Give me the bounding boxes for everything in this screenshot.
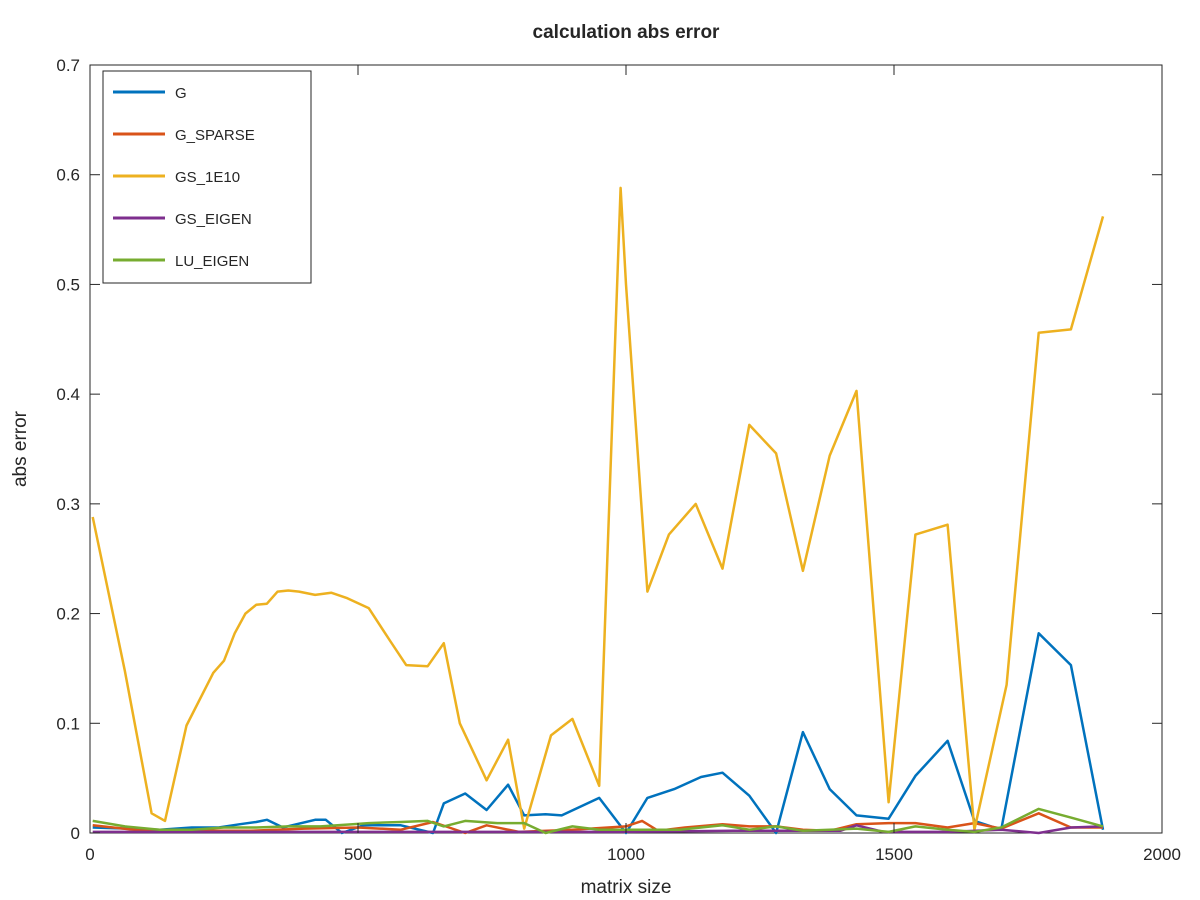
- y-tick-label: 0.7: [56, 56, 80, 75]
- legend-label: G: [175, 85, 187, 102]
- chart-title: calculation abs error: [533, 22, 721, 43]
- y-tick-label: 0.5: [56, 275, 80, 294]
- series-line-g: [92, 632, 1105, 835]
- series-line-gs-1e10: [91, 186, 1105, 831]
- tick-layer: 0 500 1000 1500 2000 0 0.1 0.2 0.3 0.4 0.5 0.6 0.7: [56, 56, 1181, 864]
- y-tick-label: 0.2: [56, 605, 80, 624]
- y-tick-label: 0: [71, 824, 80, 843]
- y-tick-label: 0.3: [56, 495, 80, 514]
- x-tick-label: 1000: [607, 845, 645, 864]
- legend-label: GS_1E10: [175, 169, 240, 186]
- legend-label: GS_EIGEN: [175, 211, 252, 228]
- x-tick-label: 500: [344, 845, 372, 864]
- legend-label: G_SPARSE: [175, 127, 255, 144]
- y-tick-label: 0.1: [56, 714, 80, 733]
- x-axis-label: matrix size: [581, 877, 672, 898]
- y-tick-label: 0.6: [56, 166, 80, 185]
- x-tick-label: 2000: [1143, 845, 1181, 864]
- legend-label: LU_EIGEN: [175, 253, 249, 270]
- x-tick-label: 0: [85, 845, 94, 864]
- y-axis-label: abs error: [10, 410, 31, 487]
- series-layer: [91, 186, 1105, 835]
- legend: G G_SPARSE GS_1E10 GS_EIGEN LU_EIGEN: [102, 70, 312, 284]
- x-tick-label: 1500: [875, 845, 913, 864]
- y-tick-label: 0.4: [56, 385, 80, 404]
- series-line-lu-eigen: [92, 807, 1104, 835]
